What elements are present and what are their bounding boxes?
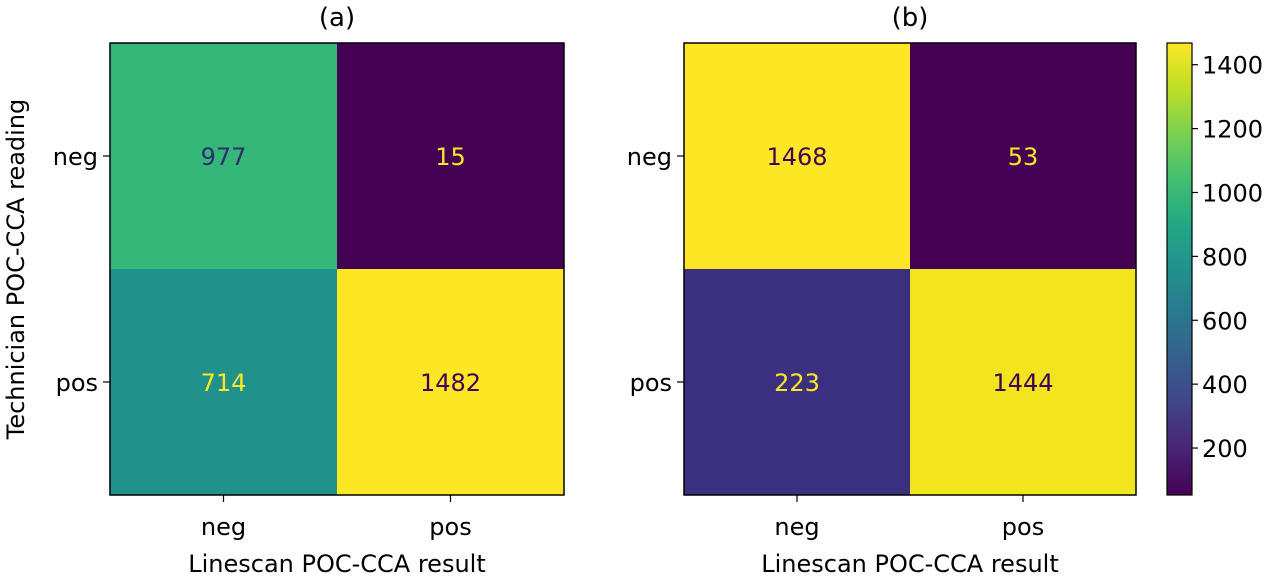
panel-a-title: (a)	[319, 3, 355, 33]
panel-b-value-pos-pos: 1444	[992, 369, 1053, 397]
panel-a-xlabel: Linescan POC-CCA result	[188, 550, 486, 578]
panel-b-cell-pos-neg	[684, 269, 910, 495]
panel-b-xlabel: Linescan POC-CCA result	[761, 550, 1059, 578]
colorbar-tick-label-200: 200	[1202, 435, 1248, 463]
panel-a-cell-neg-pos	[337, 43, 564, 269]
panel-b-title: (b)	[892, 3, 929, 33]
panel-b-value-neg-pos: 53	[1008, 143, 1039, 171]
colorbar-tick-label-1000: 1000	[1202, 179, 1263, 207]
panel-a-cell-neg-neg	[110, 43, 337, 269]
panel-a-frame	[109, 42, 565, 496]
panel-a-ylabel: Technician POC-CCA reading	[2, 99, 30, 441]
panel-b-cell-neg-pos	[910, 43, 1136, 269]
panel-a-value-pos-pos: 1482	[420, 369, 481, 397]
panel-a-cell-pos-neg	[110, 269, 337, 495]
colorbar: 200 400 600 800 1000 1200 1400	[1166, 42, 1263, 496]
panel-b-cell-neg-neg	[684, 43, 910, 269]
panel-b-value-pos-neg: 223	[774, 369, 820, 397]
colorbar-tick-label-1400: 1400	[1202, 52, 1263, 80]
colorbar-ticks: 200 400 600 800 1000 1200 1400	[1192, 52, 1263, 463]
panel-b-cell-pos-pos	[910, 269, 1136, 495]
panel-a-ticks: neg pos neg pos	[53, 143, 472, 541]
colorbar-tick-label-1200: 1200	[1202, 116, 1263, 144]
panel-b-frame	[683, 42, 1137, 496]
panel-a-ytick-label-pos: pos	[56, 369, 98, 397]
panel-a-cells: 977 15 714 1482	[110, 43, 564, 495]
panel-a-value-pos-neg: 714	[201, 369, 247, 397]
colorbar-tick-label-600: 600	[1202, 307, 1248, 335]
panel-b-value-neg-neg: 1468	[766, 143, 827, 171]
panel-b-xtick-label-pos: pos	[1002, 513, 1044, 541]
panel-a-value-neg-pos: 15	[435, 143, 466, 171]
colorbar-tick-label-800: 800	[1202, 243, 1248, 271]
panel-b: (b) 1468 53 223 1444 neg pos neg pos Linescan …	[627, 3, 1137, 578]
panel-a-value-neg-neg: 977	[201, 143, 247, 171]
panel-b-ticks: neg pos neg pos	[627, 143, 1044, 541]
panel-a-ytick-label-neg: neg	[53, 143, 98, 171]
colorbar-gradient	[1166, 42, 1193, 496]
panel-b-cells: 1468 53 223 1444	[684, 43, 1136, 495]
colorbar-tick-label-400: 400	[1202, 371, 1248, 399]
panel-a: (a) 977 15 714 1482 neg pos neg pos Linescan P…	[2, 3, 565, 578]
panel-a-xtick-label-neg: neg	[201, 513, 246, 541]
panel-b-ytick-label-neg: neg	[627, 143, 672, 171]
panel-a-xtick-label-pos: pos	[429, 513, 471, 541]
panel-a-cell-pos-pos	[337, 269, 564, 495]
panel-b-xtick-label-neg: neg	[774, 513, 819, 541]
panel-b-ytick-label-pos: pos	[630, 369, 672, 397]
